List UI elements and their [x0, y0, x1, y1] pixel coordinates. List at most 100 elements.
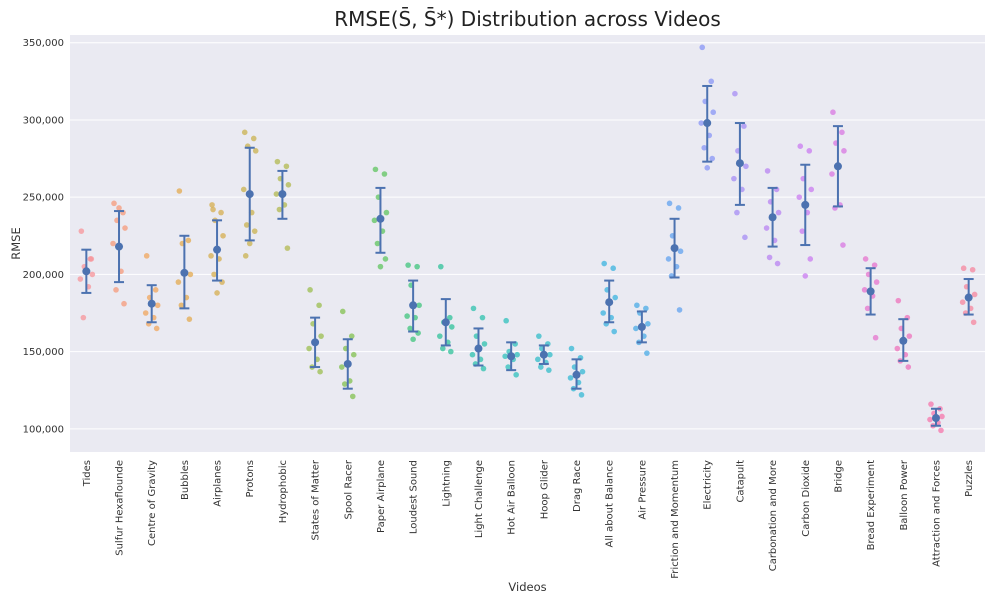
- mean-marker: [147, 299, 156, 308]
- data-point: [404, 313, 410, 319]
- data-point: [806, 148, 813, 154]
- x-tick-label: Hydrophobic: [278, 460, 289, 523]
- data-point: [742, 234, 748, 241]
- data-point: [77, 276, 84, 282]
- data-point: [905, 364, 912, 370]
- data-point: [89, 271, 96, 278]
- data-point: [734, 209, 740, 216]
- data-point: [829, 171, 835, 177]
- data-point: [338, 364, 345, 370]
- data-point: [807, 256, 814, 262]
- data-point: [600, 310, 606, 316]
- mean-marker: [82, 267, 91, 276]
- mean-marker: [866, 287, 875, 296]
- data-point: [250, 135, 257, 142]
- data-point: [802, 273, 809, 279]
- data-point: [283, 163, 290, 170]
- data-point: [307, 287, 313, 293]
- mean-marker: [311, 338, 320, 347]
- data-point: [741, 123, 747, 129]
- data-point: [410, 336, 416, 343]
- data-point: [665, 256, 672, 262]
- data-point: [502, 353, 508, 360]
- y-tick-label: 150,000: [23, 347, 64, 358]
- data-point: [708, 78, 715, 85]
- data-point: [243, 222, 250, 228]
- mean-marker: [833, 162, 842, 171]
- mean-marker: [507, 352, 516, 361]
- mean-marker: [801, 200, 810, 209]
- data-point: [214, 290, 220, 296]
- mean-marker: [539, 350, 548, 359]
- data-point: [348, 333, 355, 339]
- data-point: [503, 317, 509, 324]
- data-point: [535, 356, 541, 363]
- data-point: [894, 345, 901, 352]
- data-point: [873, 279, 880, 285]
- data-point: [143, 253, 150, 259]
- mean-marker: [213, 245, 222, 254]
- data-point: [612, 294, 618, 301]
- data-point: [416, 302, 422, 309]
- mean-marker: [768, 213, 777, 222]
- data-point: [698, 120, 705, 126]
- data-point: [830, 109, 836, 116]
- data-point: [414, 263, 420, 270]
- x-tick-label: Bridge: [833, 460, 844, 493]
- x-tick-label: Carbonation and More: [768, 460, 779, 571]
- data-point: [350, 351, 357, 358]
- data-point: [273, 191, 280, 197]
- data-point: [547, 351, 553, 358]
- data-point: [610, 265, 616, 272]
- data-point: [775, 209, 782, 216]
- data-point: [372, 166, 379, 173]
- data-point: [381, 171, 388, 177]
- data-point: [797, 143, 804, 149]
- y-tick-labels: 100,000 150,000 200,000 250,000 300,000 350,0…: [23, 38, 64, 435]
- data-point: [839, 129, 845, 136]
- data-point: [699, 44, 706, 51]
- data-point: [242, 253, 249, 259]
- data-point: [666, 200, 673, 207]
- mean-marker: [278, 190, 287, 199]
- data-point: [218, 209, 224, 216]
- data-point: [252, 148, 259, 154]
- data-point: [306, 345, 312, 352]
- data-point: [371, 217, 378, 224]
- data-point: [959, 299, 966, 305]
- data-point: [285, 182, 292, 188]
- data-point: [209, 202, 215, 208]
- data-point: [939, 413, 945, 420]
- x-tick-label: Balloon Power: [899, 459, 910, 530]
- mean-marker: [931, 414, 940, 423]
- data-point: [449, 324, 455, 330]
- mean-marker: [343, 359, 352, 368]
- data-point: [176, 188, 183, 194]
- mean-marker: [245, 190, 254, 199]
- data-point: [480, 365, 487, 372]
- x-tick-label: All about Balance: [605, 460, 616, 548]
- data-point: [645, 321, 651, 327]
- data-point: [766, 254, 773, 261]
- x-tick-label: Friction and Momentum: [670, 460, 681, 579]
- mean-marker: [572, 370, 581, 379]
- x-tick-label: Bread Experiment: [866, 460, 877, 550]
- data-point: [928, 401, 934, 407]
- mean-marker: [670, 244, 679, 253]
- data-point: [240, 186, 247, 193]
- data-point: [284, 245, 291, 251]
- x-tick-label: Puzzles: [964, 460, 975, 497]
- data-point: [764, 168, 771, 174]
- data-point: [578, 392, 585, 398]
- data-point: [316, 302, 322, 309]
- x-tick-label: States of Matter: [311, 459, 322, 540]
- data-point: [743, 163, 749, 170]
- data-point: [704, 165, 711, 171]
- error-bars: [81, 84, 974, 427]
- x-tick-label: Hoop Glider: [539, 459, 550, 519]
- data-point: [154, 302, 161, 309]
- data-point: [317, 368, 323, 375]
- x-tick-label: Carbon Dioxide: [801, 460, 812, 537]
- data-point: [710, 109, 717, 116]
